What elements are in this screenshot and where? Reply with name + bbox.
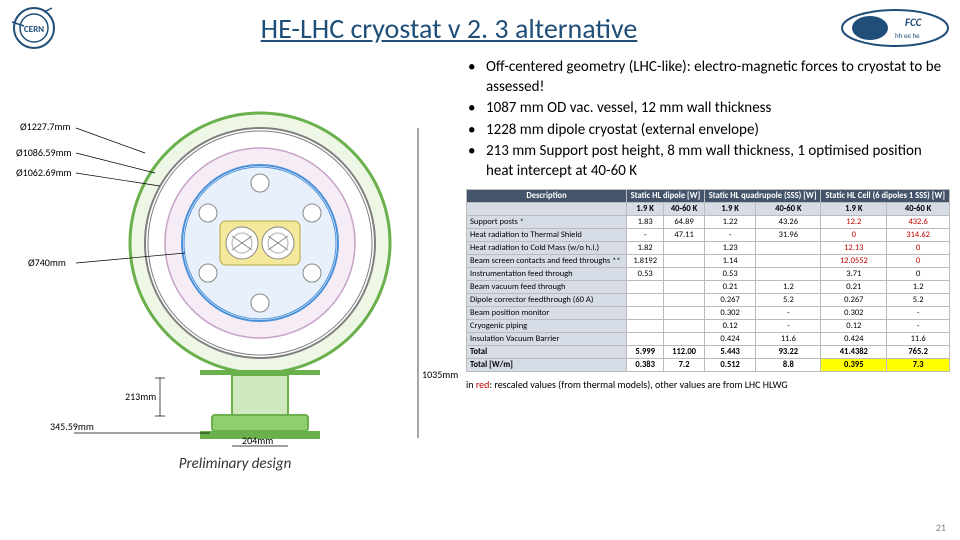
svg-text:CERN: CERN: [24, 24, 44, 35]
dim-offx: 345.59mm: [50, 420, 94, 433]
page-number: 21: [936, 521, 946, 534]
svg-text:hh ee he: hh ee he: [895, 31, 920, 40]
footnote: in red: rescaled values (from thermal mo…: [466, 378, 950, 391]
svg-text:FCC: FCC: [905, 16, 923, 29]
fcc-logo: FCC hh ee he: [840, 8, 950, 48]
dim-outer: Ø1227.7mm: [20, 120, 70, 133]
dim-totalh: 1035mm: [422, 368, 458, 381]
cern-logo: CERN: [10, 4, 58, 52]
page-title: HE-LHC cryostat v 2. 3 alternative: [58, 11, 840, 46]
preliminary-label: Preliminary design: [10, 455, 460, 473]
heat-load-table: DescriptionStatic HL dipole [W]Static HL…: [466, 189, 950, 372]
dim-cold: Ø740mm: [28, 256, 66, 269]
dim-inner: Ø1062.69mm: [16, 166, 72, 179]
dim-base: 204mm: [242, 434, 273, 447]
dim-post: 213mm: [125, 390, 156, 403]
dim-vessel: Ø1086.59mm: [16, 146, 72, 159]
cryostat-diagram: Ø1227.7mm Ø1086.59mm Ø1062.69mm Ø740mm 2…: [10, 58, 460, 453]
bullet-list: •Off-centered geometry (LHC-like): elect…: [466, 58, 950, 189]
